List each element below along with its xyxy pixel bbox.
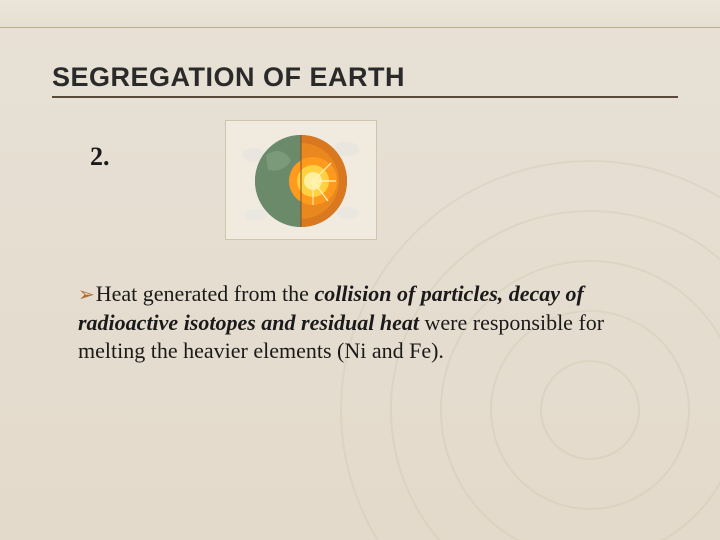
slide-title: SEGREGATION OF EARTH	[52, 62, 405, 93]
slide-container: SEGREGATION OF EARTH 2. ➢Heat generated …	[0, 0, 720, 540]
bullet-text-1: Heat generated from the	[96, 281, 315, 306]
earth-diagram	[225, 120, 377, 240]
top-bar	[0, 0, 720, 28]
earth-cutaway-icon	[236, 125, 366, 235]
number-label: 2.	[90, 142, 110, 172]
title-underline	[52, 96, 678, 98]
bullet-paragraph: ➢Heat generated from the collision of pa…	[78, 280, 650, 365]
bullet-marker-icon: ➢	[78, 284, 95, 306]
